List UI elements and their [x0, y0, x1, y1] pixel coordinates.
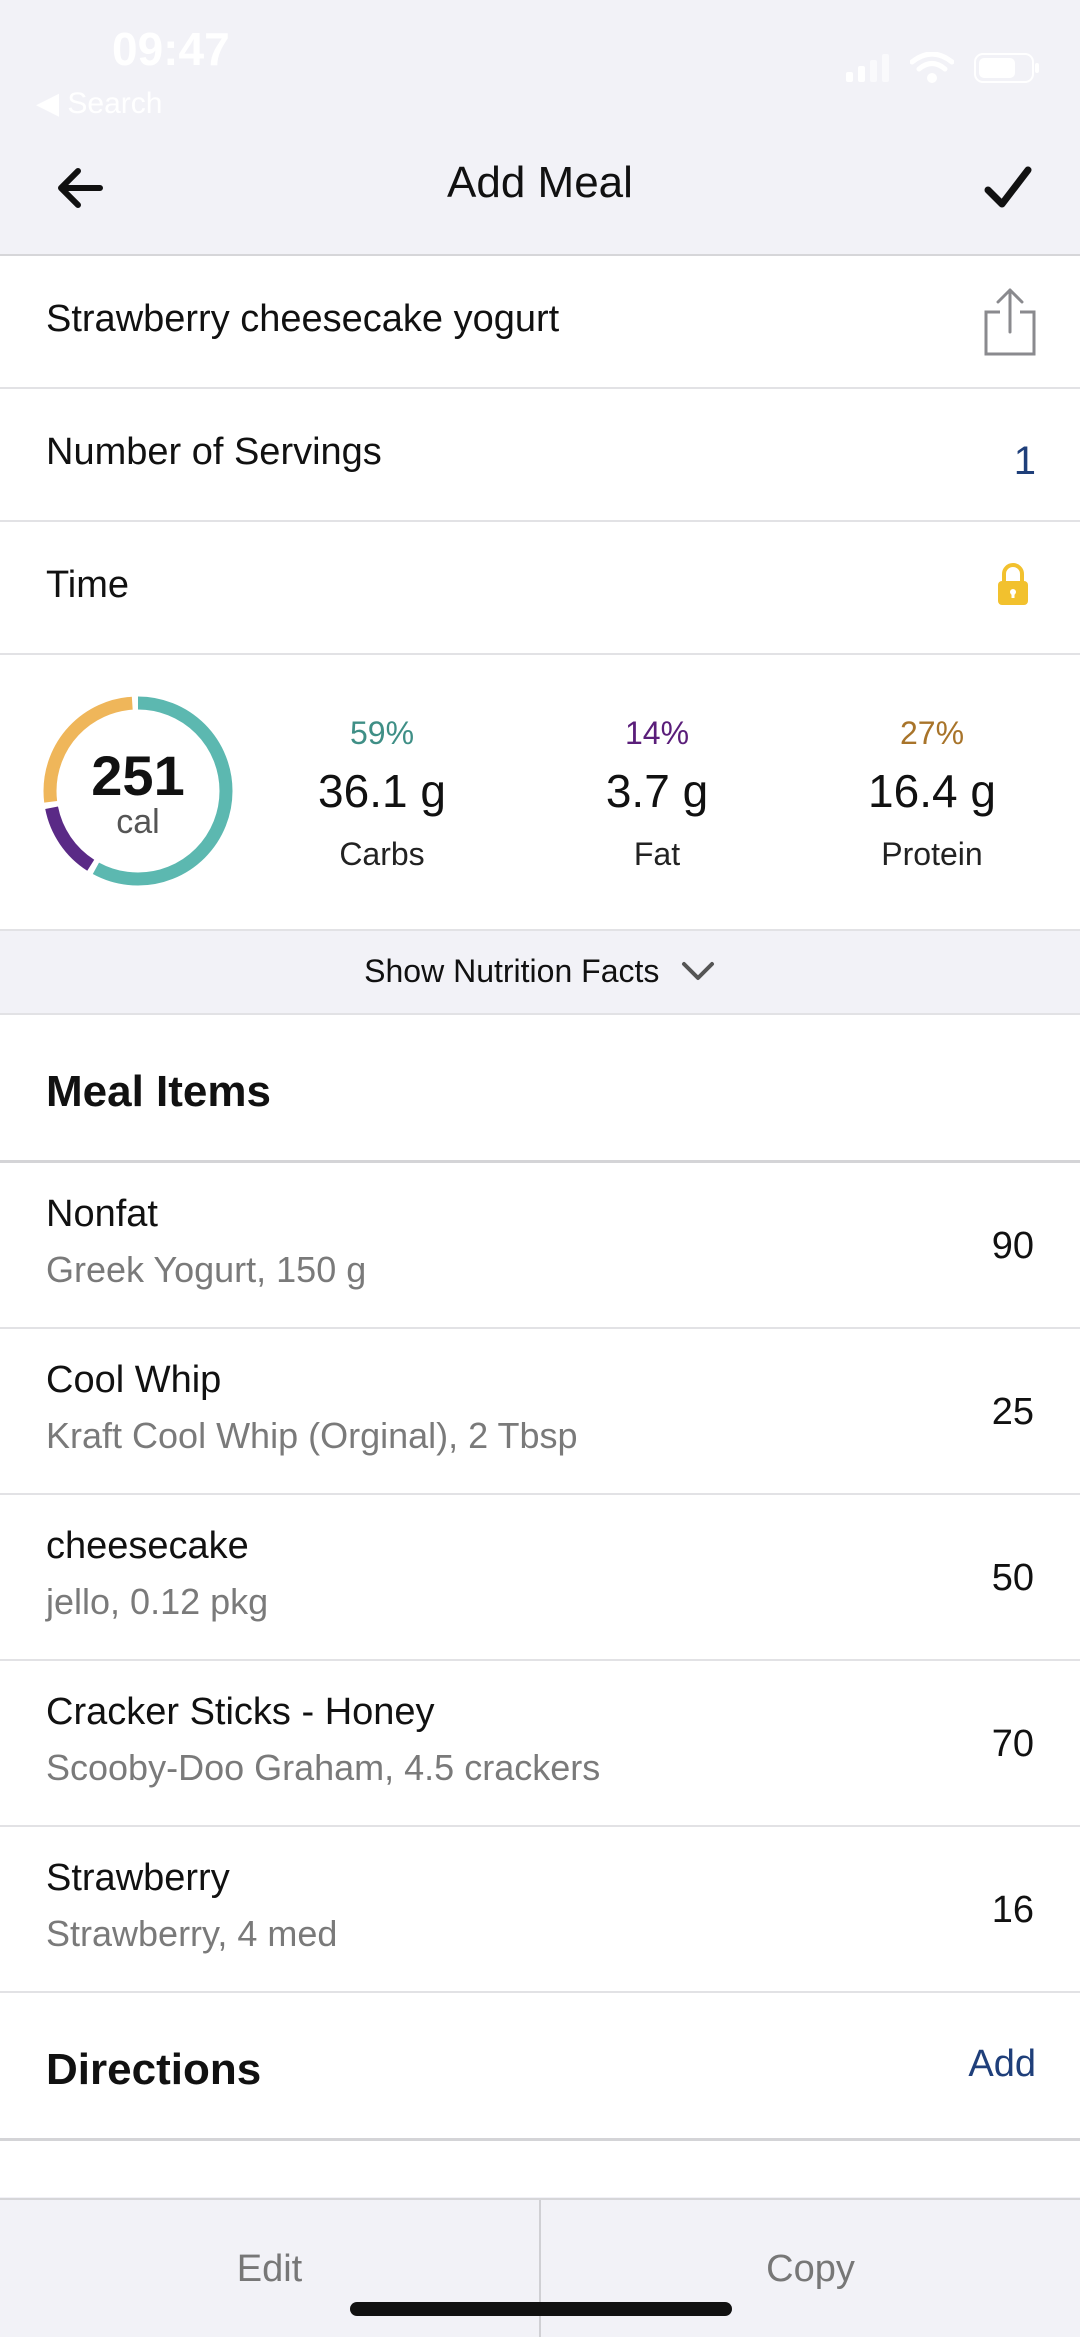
servings-row[interactable]: Number of Servings 1 [0, 389, 1080, 522]
macro-pct: 27% [899, 715, 965, 751]
item-description: jello, 0.12 pkg [46, 1581, 269, 1622]
macro-value: 3.7 g [605, 765, 709, 817]
bottom-toolbar: Edit Copy [0, 2198, 1080, 2337]
directions-header: Directions Add [0, 1993, 1080, 2141]
show-nutrition-facts-label: Show Nutrition Facts [364, 953, 660, 989]
toolbar-divider [539, 2200, 541, 2337]
item-name: Cool Whip [46, 1359, 222, 1401]
meal-name: Strawberry cheesecake yogurt [46, 298, 560, 340]
time-row[interactable]: Time [0, 522, 1080, 655]
item-description: Strawberry, 4 med [46, 1913, 338, 1954]
meal-items-header: Meal Items [0, 1015, 1080, 1163]
calorie-unit: cal [116, 803, 160, 841]
add-directions-button[interactable]: Add [968, 2043, 1036, 2085]
signal-icon [846, 54, 889, 82]
item-name: Nonfat [46, 1193, 158, 1235]
back-arrow-icon[interactable] [50, 158, 110, 218]
servings-label: Number of Servings [46, 431, 382, 473]
macro-fat: 14% 3.7 g Fat [557, 715, 757, 873]
spacer [0, 2141, 1080, 2197]
status-back-link[interactable]: ◀ Search [36, 87, 163, 120]
item-name: Strawberry [46, 1857, 230, 1899]
home-indicator [350, 2302, 732, 2316]
calorie-ring [43, 696, 233, 886]
calorie-value: 251 [91, 744, 185, 807]
nav-bar: Add Meal [0, 118, 1080, 256]
item-calories: 16 [991, 1889, 1034, 1931]
directions-title: Directions [46, 2045, 262, 2094]
meal-name-row[interactable]: Strawberry cheesecake yogurt [0, 256, 1080, 389]
macro-carbs: 59% 36.1 g Carbs [282, 715, 482, 873]
status-time: 09:47 [112, 23, 230, 75]
item-calories: 70 [991, 1723, 1034, 1765]
status-bar: 09:47 ◀ Search [0, 0, 1080, 140]
wifi-icon [910, 52, 954, 83]
meal-item[interactable]: cheesecake jello, 0.12 pkg 50 [0, 1495, 1080, 1661]
meal-items-title: Meal Items [46, 1067, 271, 1116]
macro-label: Fat [633, 836, 681, 872]
lock-icon [998, 563, 1028, 605]
item-description: Scooby-Doo Graham, 4.5 crackers [46, 1747, 601, 1788]
meal-item[interactable]: Strawberry Strawberry, 4 med 16 [0, 1827, 1080, 1993]
item-name: cheesecake [46, 1525, 249, 1567]
share-icon[interactable] [982, 286, 1038, 358]
page-title: Add Meal [447, 158, 633, 207]
macro-pct: 59% [349, 715, 415, 751]
item-name: Cracker Sticks - Honey [46, 1691, 435, 1733]
item-description: Greek Yogurt, 150 g [46, 1249, 367, 1290]
item-calories: 25 [991, 1391, 1034, 1433]
meal-item[interactable]: Cracker Sticks - Honey Scooby-Doo Graham… [0, 1661, 1080, 1827]
macro-label: Protein [881, 836, 983, 872]
macro-value: 16.4 g [868, 765, 996, 817]
time-label: Time [46, 564, 130, 606]
meal-item[interactable]: Cool Whip Kraft Cool Whip (Orginal), 2 T… [0, 1329, 1080, 1495]
show-nutrition-facts-button[interactable]: Show Nutrition Facts [0, 931, 1080, 1015]
macro-pct: 14% [624, 715, 690, 751]
status-icons [846, 52, 1040, 84]
checkmark-icon[interactable] [976, 156, 1040, 220]
item-calories: 90 [991, 1225, 1034, 1267]
chevron-down-icon [681, 961, 714, 980]
servings-value[interactable]: 1 [1013, 439, 1036, 483]
meal-item[interactable]: Nonfat Greek Yogurt, 150 g 90 [0, 1163, 1080, 1329]
copy-button[interactable]: Copy [766, 2248, 855, 2290]
macro-value: 36.1 g [318, 765, 446, 817]
item-description: Kraft Cool Whip (Orginal), 2 Tbsp [46, 1415, 578, 1456]
macro-label: Carbs [339, 836, 425, 872]
edit-button[interactable]: Edit [236, 2248, 303, 2290]
ring-segment-carbs [43, 696, 233, 886]
content: Strawberry cheesecake yogurt Number of S… [0, 256, 1080, 2197]
macro-protein: 27% 16.4 g Protein [832, 715, 1032, 873]
nutrition-summary: 251 cal 59% 36.1 g Carbs 14% 3.7 g Fat 2… [0, 655, 1080, 931]
battery-icon [974, 53, 1039, 83]
item-calories: 50 [991, 1557, 1034, 1599]
ring-segment-protein [43, 696, 233, 886]
